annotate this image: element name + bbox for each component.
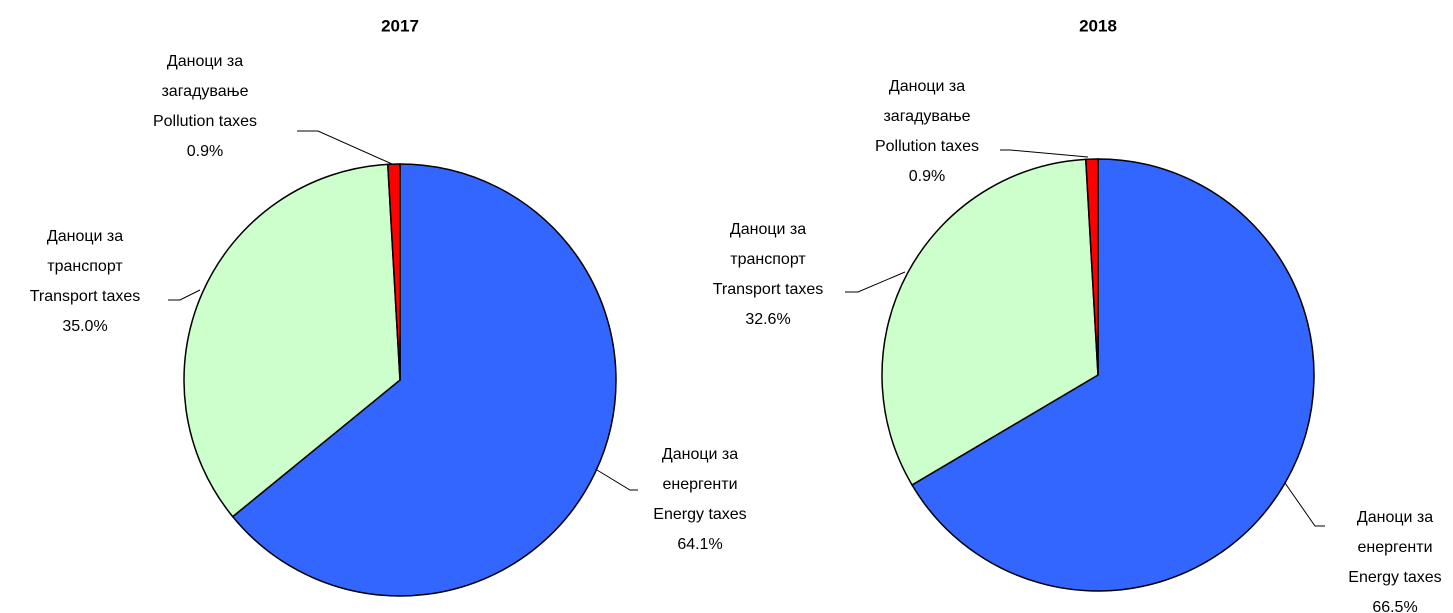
slice-value-label: 66.5% (1372, 599, 1417, 613)
slice-label: Даноци за (889, 78, 965, 95)
pie-slice (881, 158, 1099, 486)
slice-label: Energy taxes (1348, 569, 1441, 586)
chart-title: 2018 (1079, 16, 1117, 35)
pie-slice (183, 163, 401, 518)
pie-slice (387, 163, 401, 381)
slice-label: транспорт (730, 251, 806, 268)
slice-label: Даноци за (662, 446, 738, 463)
slice-label: загадување (161, 83, 248, 100)
slice-label: Transport taxes (30, 288, 141, 305)
slice-label: енергенти (1357, 539, 1432, 556)
slice-value-label: 64.1% (677, 536, 722, 553)
slice-label: енергенти (662, 476, 737, 493)
chart-title: 2017 (381, 16, 419, 35)
slice-label: Даноци за (730, 221, 806, 238)
slice-label: загадување (883, 108, 970, 125)
leader-line (168, 289, 201, 301)
slice-value-label: 35.0% (62, 318, 107, 335)
slice-label: Transport taxes (713, 281, 824, 298)
slice-value-label: 0.9% (909, 168, 945, 185)
slice-label: Даноци за (167, 53, 243, 70)
slice-label: Даноци за (47, 228, 123, 245)
slice-label: транспорт (47, 258, 123, 275)
leader-line (845, 271, 906, 293)
pie-slice (911, 158, 1315, 592)
pie-slice (231, 163, 617, 597)
leader-line (297, 130, 393, 165)
slice-value-label: 32.6% (745, 311, 790, 328)
leader-line (1284, 482, 1325, 527)
slice-label: Даноци за (1357, 509, 1433, 526)
slice-label: Pollution taxes (153, 113, 257, 130)
leader-line (596, 469, 638, 491)
slice-value-label: 0.9% (187, 143, 223, 160)
leader-line (1000, 149, 1089, 158)
slice-label: Pollution taxes (875, 138, 979, 155)
pie-slice (1084, 158, 1099, 376)
slice-label: Energy taxes (653, 506, 746, 523)
